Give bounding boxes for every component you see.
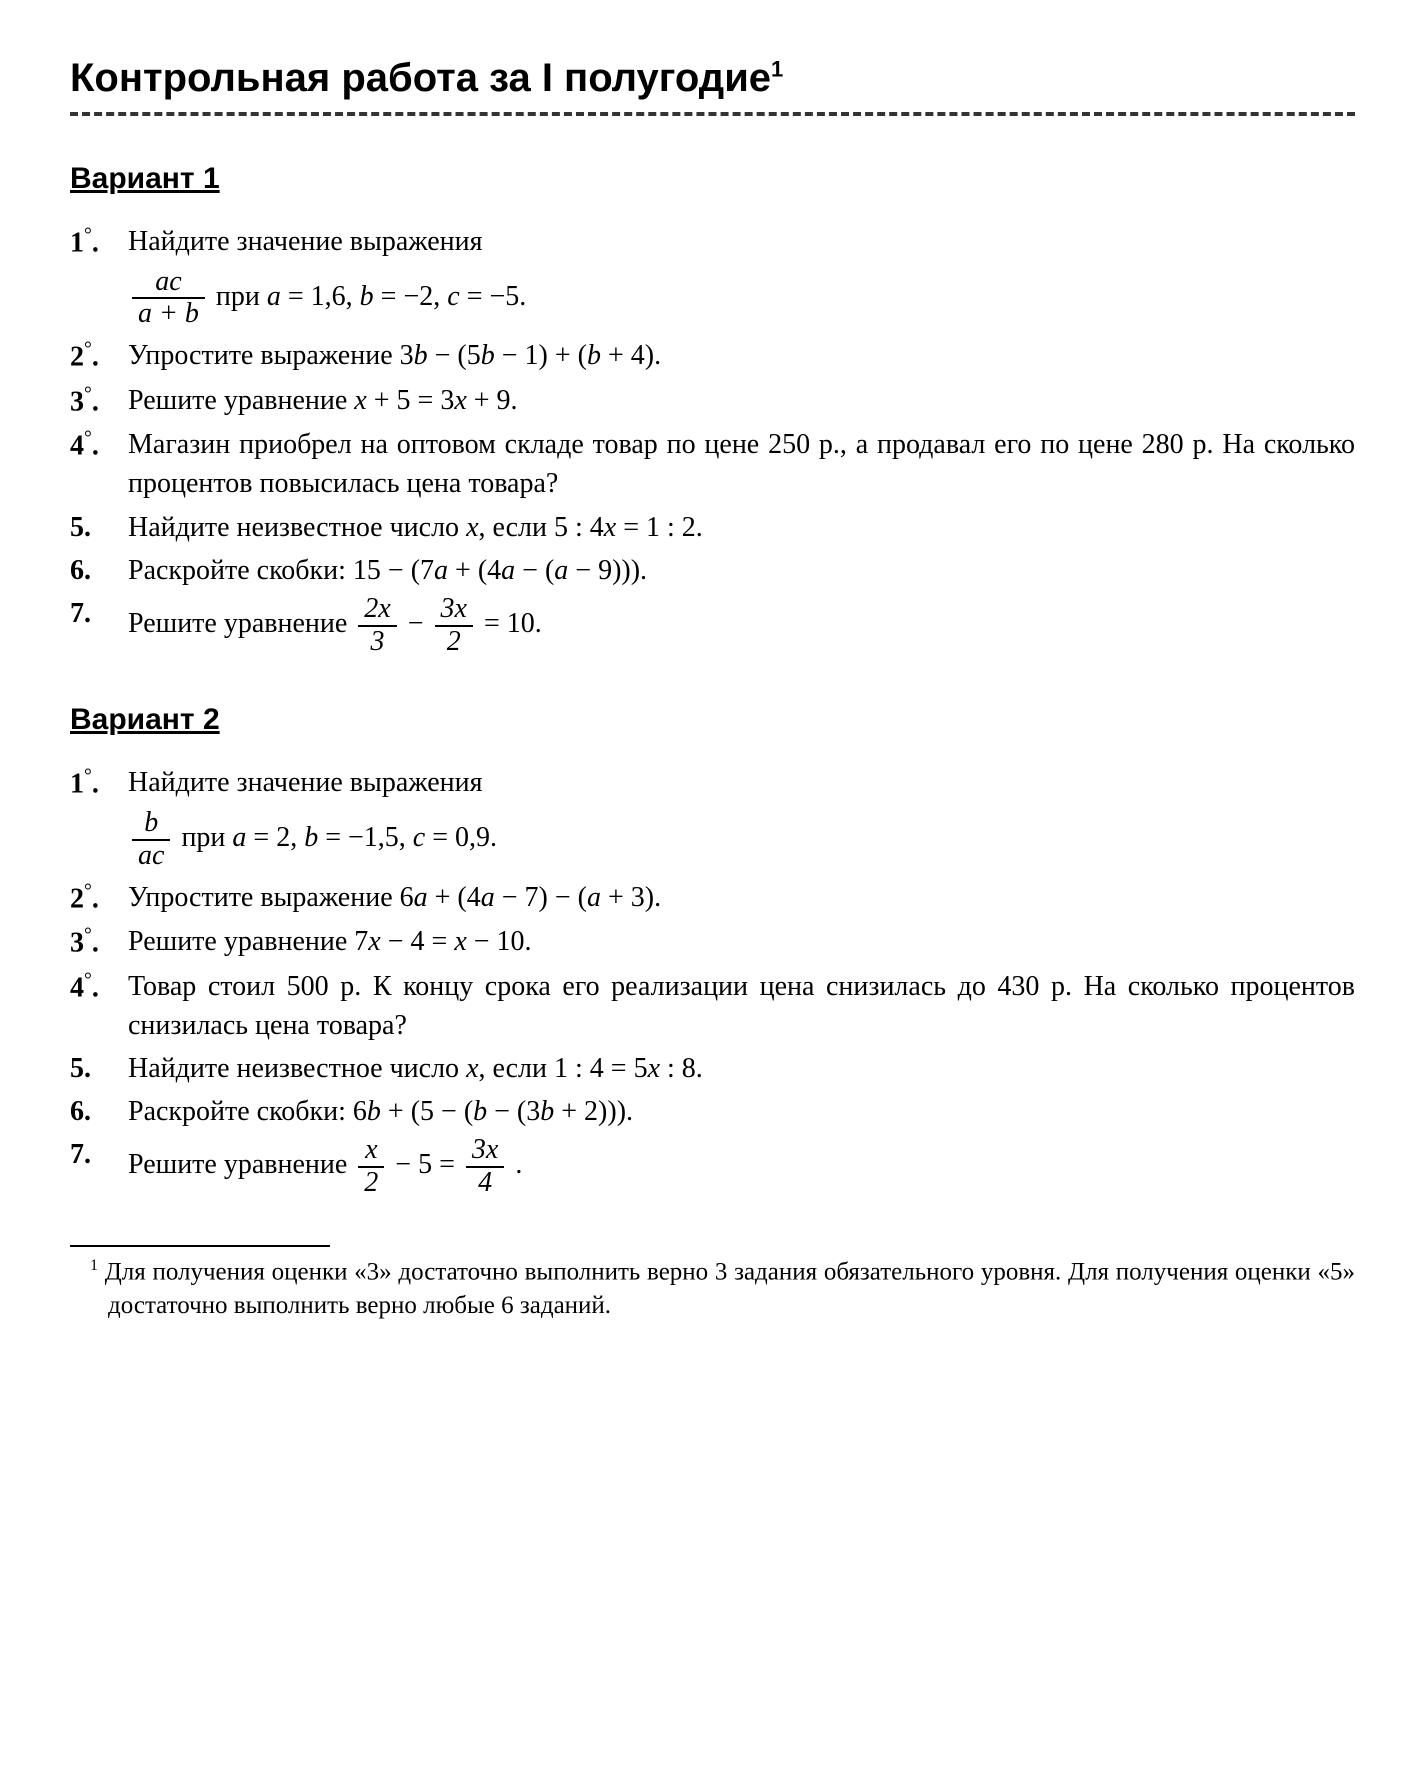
problem-number: 1°. <box>70 763 128 804</box>
problem-row: 4°. Магазин приобрел на оптовом складе т… <box>70 425 1355 503</box>
problem-body: Найдите значение выражения <box>128 222 1355 261</box>
variant-heading: Вариант 2 <box>70 699 1355 741</box>
problem-row: 6. Раскройте скобки: 15 − (7a + (4a − (a… <box>70 551 1355 590</box>
problem-body: Решите уравнение x2 − 5 = 3x4 . <box>128 1135 1355 1199</box>
problem-number: 2°. <box>70 336 128 377</box>
problem-number: 4°. <box>70 425 128 466</box>
problem-number: 6. <box>70 1092 128 1131</box>
problem-row: 1°. Найдите значение выражения <box>70 222 1355 263</box>
problem-number: 1°. <box>70 222 128 263</box>
problem-number: 3°. <box>70 381 128 422</box>
problem-number: 5. <box>70 1049 128 1088</box>
problem-row: 3°. Решите уравнение x + 5 = 3x + 9. <box>70 381 1355 422</box>
problem-row: 2°. Упростите выражение 6a + (4a − 7) − … <box>70 878 1355 919</box>
problem-row: 7. Решите уравнение 2x3 − 3x2 = 10. <box>70 594 1355 658</box>
footnote: 1 Для получения оценки «3» достаточно вы… <box>70 1255 1355 1323</box>
problem-number: 3°. <box>70 922 128 963</box>
problem-body: Магазин приобрел на оптовом складе товар… <box>128 425 1355 503</box>
title-dash-rule <box>70 112 1355 116</box>
footnote-rule <box>70 1245 330 1247</box>
problem-number: 4°. <box>70 967 128 1008</box>
problem-body: Решите уравнение 2x3 − 3x2 = 10. <box>128 594 1355 658</box>
problem-body: Найдите значение выражения <box>128 763 1355 802</box>
problem-body: Раскройте скобки: 6b + (5 − (b − (3b + 2… <box>128 1092 1355 1131</box>
problem-row: 6. Раскройте скобки: 6b + (5 − (b − (3b … <box>70 1092 1355 1131</box>
problem-row: 4°. Товар стоил 500 р. К концу срока его… <box>70 967 1355 1045</box>
page-title: Контрольная работа за I полугодие1 <box>70 50 1355 106</box>
problem-number: 6. <box>70 551 128 590</box>
problem-body: Решите уравнение 7x − 4 = x − 10. <box>128 922 1355 961</box>
fraction: 3x2 <box>435 594 473 658</box>
problem-body: Упростите выражение 6a + (4a − 7) − (a +… <box>128 878 1355 917</box>
problem-number: 2°. <box>70 878 128 919</box>
problem-number: 7. <box>70 1135 128 1174</box>
fraction: bac <box>132 808 170 872</box>
footnote-text: Для получения оценки «3» достаточно выпо… <box>98 1258 1355 1319</box>
problem-row: 5. Найдите неизвестное число x, если 1 :… <box>70 1049 1355 1088</box>
problem-row: 1°. Найдите значение выражения <box>70 763 1355 804</box>
problem-body: Раскройте скобки: 15 − (7a + (4a − (a − … <box>128 551 1355 590</box>
fraction: x2 <box>358 1135 384 1199</box>
problem-row: 2°. Упростите выражение 3b − (5b − 1) + … <box>70 336 1355 377</box>
problem-formula: aca + b при a = 1,6, b = −2, c = −5. <box>128 267 1355 331</box>
variant-heading: Вариант 1 <box>70 158 1355 200</box>
problem-body: Найдите неизвестное число x, если 5 : 4x… <box>128 508 1355 547</box>
title-text: Контрольная работа за I полугодие <box>70 56 771 100</box>
problem-body: Упростите выражение 3b − (5b − 1) + (b +… <box>128 336 1355 375</box>
problem-body: Найдите неизвестное число x, если 1 : 4 … <box>128 1049 1355 1088</box>
title-footnote-ref: 1 <box>771 57 783 82</box>
fraction: aca + b <box>132 267 205 331</box>
problem-row: 3°. Решите уравнение 7x − 4 = x − 10. <box>70 922 1355 963</box>
formula-tail: при a = 2, b = −1,5, c = 0,9. <box>174 822 497 853</box>
problem-number: 5. <box>70 508 128 547</box>
problem-row: 7. Решите уравнение x2 − 5 = 3x4 . <box>70 1135 1355 1199</box>
footnote-ref: 1 <box>90 1257 98 1274</box>
problem-body: Решите уравнение x + 5 = 3x + 9. <box>128 381 1355 420</box>
formula-tail: при a = 1,6, b = −2, c = −5. <box>209 281 526 312</box>
fraction: 3x4 <box>466 1135 504 1199</box>
problem-number: 7. <box>70 594 128 633</box>
problem-body: Товар стоил 500 р. К концу срока его реа… <box>128 967 1355 1045</box>
problem-row: 5. Найдите неизвестное число x, если 5 :… <box>70 508 1355 547</box>
problem-formula: bac при a = 2, b = −1,5, c = 0,9. <box>128 808 1355 872</box>
fraction: 2x3 <box>358 594 396 658</box>
